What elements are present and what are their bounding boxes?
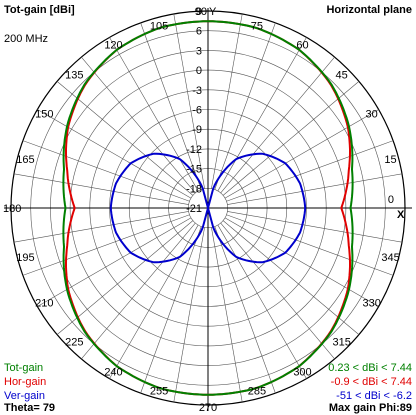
angle-tick-label: 90 <box>195 6 207 18</box>
angle-tick-label: 345 <box>381 252 399 264</box>
grid-spoke <box>173 227 205 403</box>
angle-tick-label: 270 <box>199 402 217 414</box>
chart-title: Tot-gain [dBi] <box>4 4 75 16</box>
legend-ver-gain-range: -51 < dBi < -6.2 <box>336 390 412 402</box>
grid-spoke <box>214 226 276 394</box>
series-layer <box>62 20 354 396</box>
grid-spoke <box>214 22 276 190</box>
angle-tick-label: 330 <box>362 298 380 310</box>
angle-tick-label: 60 <box>296 39 308 51</box>
legend-ver-gain-name: Ver-gain <box>4 390 45 402</box>
grid-spoke <box>37 217 192 307</box>
grid-spoke <box>109 37 199 192</box>
angle-tick-label: 180 <box>3 203 21 215</box>
radial-tick-label: -15 <box>186 164 202 176</box>
polar-grid <box>4 8 412 411</box>
legend-tot-gain-range: 0.23 < dBi < 7.44 <box>328 362 412 374</box>
theta-label: Theta= 79 <box>4 402 56 414</box>
radial-tick-label: 9 <box>196 6 202 18</box>
legend-hor-gain-name: Hor-gain <box>4 376 47 388</box>
angle-tick-label: 225 <box>65 337 83 349</box>
radial-tick-label: -12 <box>186 144 202 156</box>
grid-spoke <box>140 226 202 394</box>
angle-tick-label: 300 <box>293 367 311 379</box>
radial-tick-label: -3 <box>192 85 202 97</box>
angle-tick-label: 120 <box>104 39 122 51</box>
grid-spoke <box>226 140 394 202</box>
angle-tick-label: 315 <box>332 337 350 349</box>
grid-spoke <box>224 109 379 199</box>
grid-spoke <box>211 13 243 189</box>
angle-tick-label: 195 <box>16 252 34 264</box>
plane-label: Horizontal plane <box>326 4 412 16</box>
grid-spoke <box>222 81 360 196</box>
grid-spoke <box>81 56 196 194</box>
grid-spoke <box>81 222 196 360</box>
grid-spoke <box>22 214 190 276</box>
radial-tick-label: 3 <box>196 45 202 57</box>
legend-tot-gain-name: Tot-gain <box>4 362 44 374</box>
series-ver-gain-trace <box>109 152 307 264</box>
angle-tick-label: 240 <box>104 367 122 379</box>
grid-spoke <box>211 227 243 403</box>
grid-spoke <box>22 140 190 202</box>
grid-spoke <box>224 217 379 307</box>
angle-tick-label: 255 <box>150 386 168 398</box>
grid-spoke <box>217 37 307 192</box>
angle-tick-label: 135 <box>65 69 83 81</box>
grid-spoke <box>217 224 307 379</box>
radial-tick-label: -21 <box>186 203 202 215</box>
legend-hor-gain-range: -0.9 < dBi < 7.44 <box>330 376 412 388</box>
y-axis-label: Y <box>209 6 217 18</box>
angle-tick-label: 75 <box>251 20 263 32</box>
radial-tick-label: 6 <box>196 26 202 38</box>
radial-tick-label: 0 <box>196 65 202 77</box>
angle-tick-label: 15 <box>384 154 396 166</box>
grid-spoke <box>220 56 335 194</box>
grid-spoke <box>173 13 205 189</box>
grid-spoke <box>109 224 199 379</box>
grid-spoke <box>56 220 194 335</box>
grid-spoke <box>140 22 202 190</box>
x-axis-label: X <box>397 209 405 221</box>
grid-spoke <box>222 220 360 335</box>
label-layer: 0153045607510512013515016518019521022524… <box>3 6 405 414</box>
radial-tick-label: -18 <box>186 183 202 195</box>
frequency-label: 200 MHz <box>4 33 49 45</box>
series-tot-gain-trace <box>62 20 354 396</box>
angle-tick-label: 45 <box>336 69 348 81</box>
grid-spoke <box>227 211 403 243</box>
angle-tick-label: 210 <box>35 298 53 310</box>
angle-tick-label: 0 <box>388 194 394 206</box>
radial-tick-label: -9 <box>192 124 202 136</box>
grid-spoke <box>37 109 192 199</box>
radial-tick-label: -6 <box>192 105 202 117</box>
grid-spoke <box>13 211 189 243</box>
grid-spoke <box>227 173 403 205</box>
angle-tick-label: 285 <box>248 386 266 398</box>
angle-tick-label: 105 <box>150 20 168 32</box>
grid-spoke <box>13 173 189 205</box>
grid-spoke <box>56 81 194 196</box>
angle-tick-label: 165 <box>16 154 34 166</box>
grid-spoke <box>220 222 335 360</box>
angle-tick-label: 150 <box>35 109 53 121</box>
angle-tick-label: 30 <box>366 109 378 121</box>
max-gain-label: Max gain Phi:89 <box>328 402 412 414</box>
grid-spoke <box>226 214 394 276</box>
